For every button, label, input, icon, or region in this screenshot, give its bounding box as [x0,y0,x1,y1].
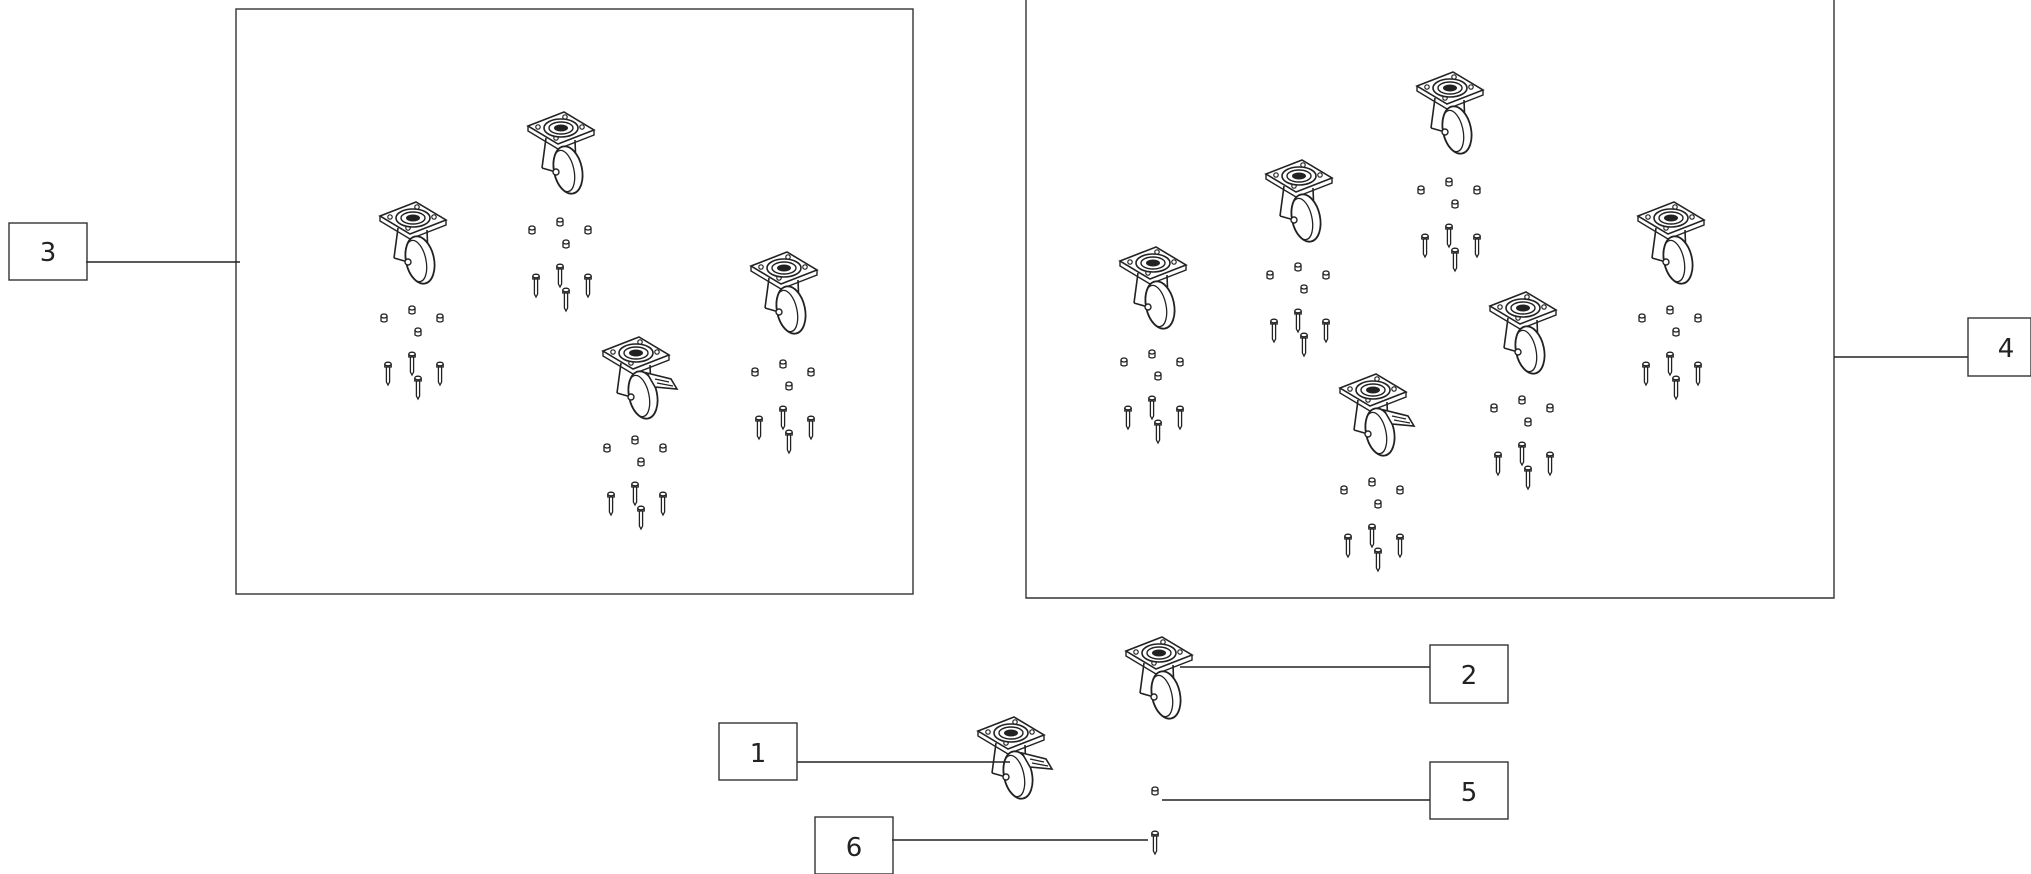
part-washer-5 [1151,786,1159,796]
caster-group [1119,71,1705,571]
callout-2-label: 2 [1461,661,1478,691]
callout-5: 5 [1429,761,1509,820]
callout-1-label: 1 [750,739,767,769]
part-screw-6 [1151,830,1159,855]
callout-3: 3 [8,222,88,281]
part-caster-2 [1125,636,1193,723]
callout-4-label: 4 [1998,334,2015,364]
callout-5-label: 5 [1461,778,1478,808]
kit-3-frame [235,8,914,595]
callout-6-label: 6 [846,833,863,863]
callout-6: 6 [814,816,894,874]
callout-1: 1 [718,722,798,781]
kit-4-frame [1025,0,1835,599]
callout-2: 2 [1429,644,1509,704]
caster-group [379,111,818,529]
callout-4: 4 [1967,317,2031,377]
callout-3-label: 3 [40,238,57,268]
part-caster-brake-1 [978,717,1052,801]
